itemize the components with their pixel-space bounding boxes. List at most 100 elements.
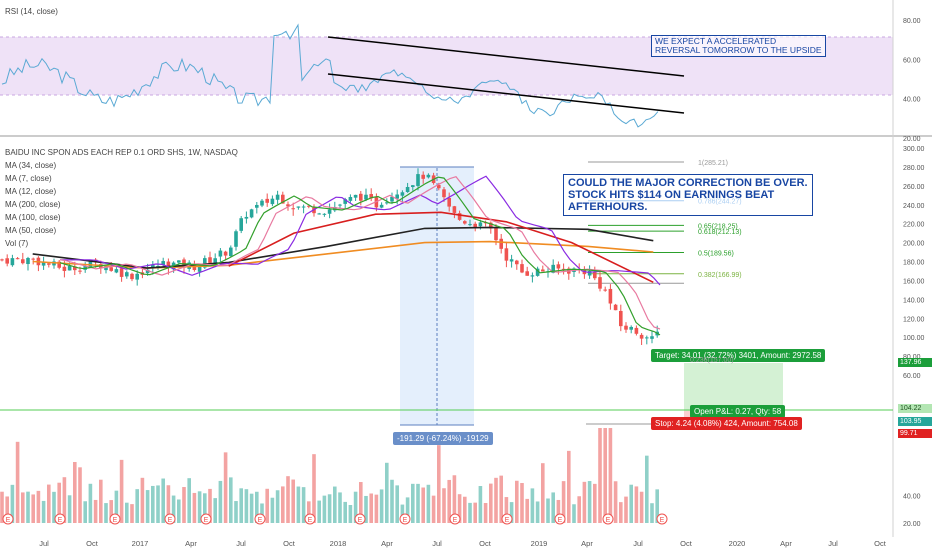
candle-body [73,266,77,271]
candle-body [229,247,233,257]
candle-body [541,269,545,272]
volume-bar [561,481,566,523]
price-tick-label: 180.00 [903,260,925,267]
candle-body [556,264,561,269]
earnings-marker-label: E [453,517,458,524]
short-ma-line [59,176,661,336]
volume-bar [161,478,165,523]
volume-bar [218,480,223,523]
candle-body [447,197,451,207]
volume-bar [385,462,389,523]
candle-body [338,204,342,206]
volume-bar [546,498,550,523]
candle-body [504,248,509,261]
volume-bar [239,488,243,523]
volume-bar [535,501,540,523]
price-tick-label: 280.00 [903,165,925,172]
time-tick-label: Oct [680,539,693,548]
volume-bar [541,463,545,523]
volume-bar [655,489,659,523]
fib-label: 1(285.21) [698,160,728,167]
candle-body [426,174,431,178]
correction-note-line-3: AFTERHOURS. [568,201,648,213]
candle-body [119,268,124,277]
earnings-marker-label: E [403,517,408,524]
volume-bar [99,479,103,523]
volume-bar [281,486,285,523]
volume-bar [509,502,514,523]
earnings-marker-label: E [168,517,173,524]
rsi-tick-label: 40.00 [903,97,921,104]
time-tick-label: Oct [874,539,887,548]
volume-bar [457,494,462,523]
price-tag: 137.96 [898,358,932,367]
volume-bar [26,491,30,523]
candle-body [130,273,134,280]
candle-body [645,337,649,339]
volume-bar [88,483,93,523]
earnings-marker-circle [54,513,66,525]
candle-body [145,269,150,274]
candle-body [223,251,228,256]
volume-bar [650,503,654,523]
candle-body [359,193,363,201]
candle-body [405,186,410,193]
candle-body [416,174,420,186]
candle-body [634,327,639,334]
candle-body [582,270,587,275]
volume-bar [62,477,67,523]
volume-bar [619,502,623,523]
range-label: -191.29 (-67.24%) -19129 [393,432,493,445]
candle-body [104,266,108,271]
moving-average-line [32,226,654,269]
time-tick-label: Apr [185,539,197,548]
volume-bar [400,504,405,523]
candle-body [322,213,327,215]
time-tick-label: Jul [236,539,246,548]
volume-bar [104,503,108,523]
candle-body [26,257,30,265]
time-tick-label: 2018 [330,539,347,548]
volume-bar [338,492,342,523]
candle-body [379,204,384,208]
candle-body [286,204,290,207]
target-zone [684,363,783,411]
earnings-marker-label: E [505,517,510,524]
legend-ma50: MA (50, close) [5,226,57,235]
candle-body [348,196,353,201]
earnings-marker-circle [200,513,212,525]
time-tick-label: 2020 [729,539,746,548]
candle-body [291,208,295,210]
volume-bar [327,494,332,523]
target-label: Target: 34.01 (32.72%) 3401, Amount: 297… [651,349,826,362]
volume-bar [119,459,124,523]
earnings-marker-circle [354,513,366,525]
candle-body [260,200,264,206]
candle-body [452,206,457,213]
earnings-marker-label: E [660,517,665,524]
volume-bar [613,481,618,523]
volume-bar [499,475,503,523]
earnings-marker-circle [554,513,566,525]
rsi-line [1,23,659,128]
volume-bar [322,495,327,523]
volume-bar [348,504,353,523]
volume-bar [234,501,238,523]
time-tick-label: 2019 [531,539,548,548]
candle-body [437,184,441,189]
volume-bar [182,487,186,523]
candle-body [468,224,472,226]
candle-body [5,258,9,264]
candle-body [608,288,613,304]
volume-bar [244,489,249,523]
volume-bar [515,480,519,523]
earnings-marker-circle [2,513,14,525]
volume-bar [78,467,82,523]
volume-bar [145,490,150,523]
price-tick-label: 40.00 [903,494,921,501]
correction-note: COULD THE MAJOR CORRECTION BE OVER. STOC… [563,174,813,216]
time-tick-label: Apr [581,539,593,548]
candle-body [364,194,368,200]
earnings-marker-label: E [358,517,363,524]
